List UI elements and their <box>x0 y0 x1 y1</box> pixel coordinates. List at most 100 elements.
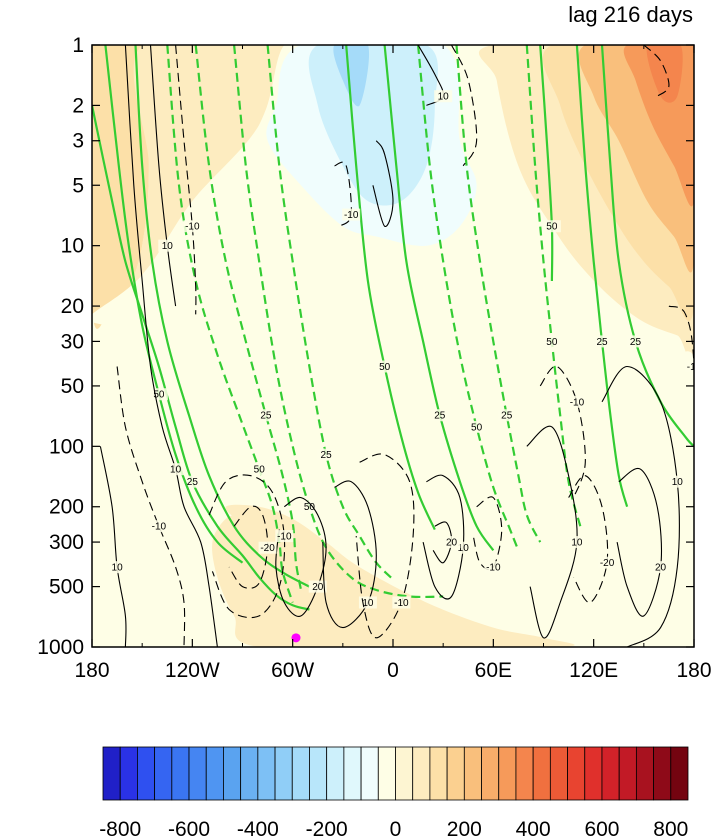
green-contour-label-bg-0 <box>183 475 202 488</box>
black-contour-label-9: -10 <box>394 598 409 609</box>
black-contour-label-2: 10 <box>162 241 174 252</box>
colorbar-swatch-21 <box>463 746 482 801</box>
green-contour-label-bg-11 <box>542 335 561 348</box>
colorbar-swatch-1 <box>119 746 138 801</box>
black-contour-15 <box>568 475 609 604</box>
x-tick-label-5: 120E <box>569 659 618 682</box>
x-tick-label-4: 60E <box>475 659 512 682</box>
colorbar-tick-label-0: -800 <box>99 818 141 838</box>
x-tick-label-6: 180 <box>676 659 711 682</box>
green-contour-label-bg-3 <box>250 463 269 476</box>
green-contour-label-5: 50 <box>304 502 316 513</box>
y-tick-label-9: 200 <box>49 496 84 519</box>
colorbar-swatch-16 <box>377 746 396 801</box>
green-contour-label-9: 50 <box>471 422 483 433</box>
colorbar-swatch-8 <box>240 746 259 801</box>
black-contour-1 <box>175 45 197 315</box>
black-contour-label-3: -10 <box>152 522 167 533</box>
y-tick-label-4: 10 <box>61 235 84 258</box>
black-contour-2 <box>149 45 177 307</box>
green-contour-label-bg-14 <box>626 335 645 348</box>
green-contour-9 <box>417 45 520 551</box>
black-contour-label-bg-15 <box>598 556 617 569</box>
y-tick-label-0: 1 <box>72 34 84 57</box>
black-contour-label-15: -20 <box>600 558 615 569</box>
colorbar-swatch-26 <box>549 746 568 801</box>
black-contour-label-bg-13 <box>567 536 586 549</box>
y-tick-label-11: 500 <box>49 576 84 599</box>
black-contour-label-bg-0 <box>166 463 185 476</box>
black-contour-label-17: 10 <box>672 477 684 488</box>
green-contour-label-13: 25 <box>596 337 608 348</box>
x-tick-label-3: 0 <box>387 659 399 682</box>
colorbar-swatch-23 <box>498 746 517 801</box>
colorbar-swatch-17 <box>395 746 414 801</box>
colorbar-tick-label-8: 800 <box>653 818 688 838</box>
colorbar-swatch-29 <box>601 746 620 801</box>
colorbar: -800 -600 -400 -200 0 200 400 600 800 <box>99 746 689 838</box>
colorbar-swatch-32 <box>653 746 672 801</box>
green-contour-label-10: 25 <box>501 411 513 422</box>
shading-region-6 <box>333 45 369 107</box>
black-contour-label-bg-16 <box>651 561 670 574</box>
y-tick-label-6: 30 <box>61 330 84 353</box>
green-contour-label-6: 25 <box>321 450 333 461</box>
black-contour-label-1: -10 <box>185 222 200 233</box>
black-contour-label-bg-18 <box>685 360 694 373</box>
green-contour-label-11: 50 <box>546 337 558 348</box>
black-contour-label-bg-22 <box>342 208 361 221</box>
shading-layer <box>92 45 694 647</box>
black-contour-23 <box>643 45 670 97</box>
green-contour-label-3: 50 <box>254 465 266 476</box>
green-contour-label-bg-9 <box>467 420 486 433</box>
green-contour-label-bg-12 <box>542 220 561 233</box>
green-contour-13 <box>575 45 629 507</box>
green-contour-label-bg-10 <box>497 409 516 422</box>
black-contour-label-bg-4 <box>108 561 127 574</box>
colorbar-tick-label-7: 600 <box>584 818 619 838</box>
black-contour-label-bg-6 <box>258 541 277 554</box>
y-tick-label-12: 1000 <box>37 636 84 659</box>
green-contour-1 <box>104 45 244 564</box>
green-contour-label-bg-4 <box>256 409 275 422</box>
colorbar-swatch-33 <box>670 746 689 801</box>
black-contour-3 <box>116 366 186 647</box>
black-contour-0 <box>124 45 218 647</box>
green-contour-label-4: 25 <box>260 411 272 422</box>
shading-region-2 <box>92 45 293 317</box>
black-contour-7 <box>208 474 286 619</box>
y-tick-label-8: 100 <box>49 435 84 458</box>
colorbar-swatch-7 <box>223 746 242 801</box>
colorbar-swatch-12 <box>309 746 328 801</box>
green-contour-10 <box>455 45 542 543</box>
x-tick-label-2: 60W <box>271 659 314 682</box>
y-tick-label-3: 5 <box>72 174 84 197</box>
shading-region-11 <box>646 45 683 103</box>
black-contour-21 <box>372 140 394 227</box>
green-contour-label-1: 50 <box>153 390 165 401</box>
y-tick-label-10: 300 <box>49 531 84 554</box>
green-contour-label-14: 25 <box>630 337 642 348</box>
black-contour-22 <box>334 161 352 227</box>
black-contour-label-18: -10 <box>687 362 702 373</box>
y-tick-label-5: 20 <box>61 295 84 318</box>
colorbar-swatch-13 <box>326 746 345 801</box>
black-contour-label-7: -10 <box>277 532 292 543</box>
black-contour-label-12: -10 <box>486 563 501 574</box>
colorbar-swatch-15 <box>360 746 379 801</box>
y-tick-label-1: 2 <box>72 94 84 117</box>
green-contour-label-bg-8 <box>430 409 449 422</box>
green-contour-14 <box>600 45 694 448</box>
colorbar-tick-label-2: -400 <box>237 818 279 838</box>
green-contour-label-bg-6 <box>317 448 336 461</box>
colorbar-tick-label-6: 400 <box>516 818 551 838</box>
colorbar-tick-label-1: -600 <box>168 818 210 838</box>
marker-layer <box>291 633 301 643</box>
black-contour-label-bg-17 <box>668 475 687 488</box>
colorbar-swatch-4 <box>171 746 190 801</box>
black-contour-label-bg-1 <box>183 220 202 233</box>
green-contour-label-bg-5 <box>300 500 319 513</box>
colorbar-swatch-20 <box>446 746 465 801</box>
